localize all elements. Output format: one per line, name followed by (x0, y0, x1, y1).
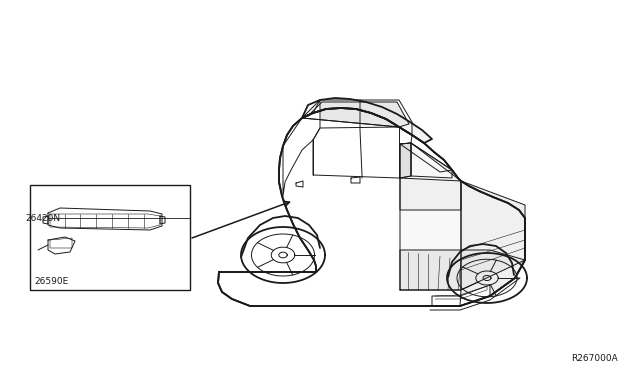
Polygon shape (400, 250, 525, 290)
Text: R267000A: R267000A (572, 354, 618, 363)
Polygon shape (460, 181, 525, 306)
Polygon shape (313, 127, 412, 178)
Text: 26590E: 26590E (34, 277, 68, 286)
Polygon shape (302, 98, 432, 143)
Polygon shape (283, 100, 320, 196)
Polygon shape (302, 102, 409, 127)
Polygon shape (400, 143, 411, 178)
Polygon shape (411, 143, 452, 178)
Bar (30, 185, 190, 290)
Text: 26420N: 26420N (25, 214, 60, 222)
Polygon shape (400, 143, 452, 172)
Polygon shape (400, 178, 461, 210)
Polygon shape (432, 285, 490, 306)
Polygon shape (400, 143, 461, 290)
Polygon shape (218, 108, 525, 306)
